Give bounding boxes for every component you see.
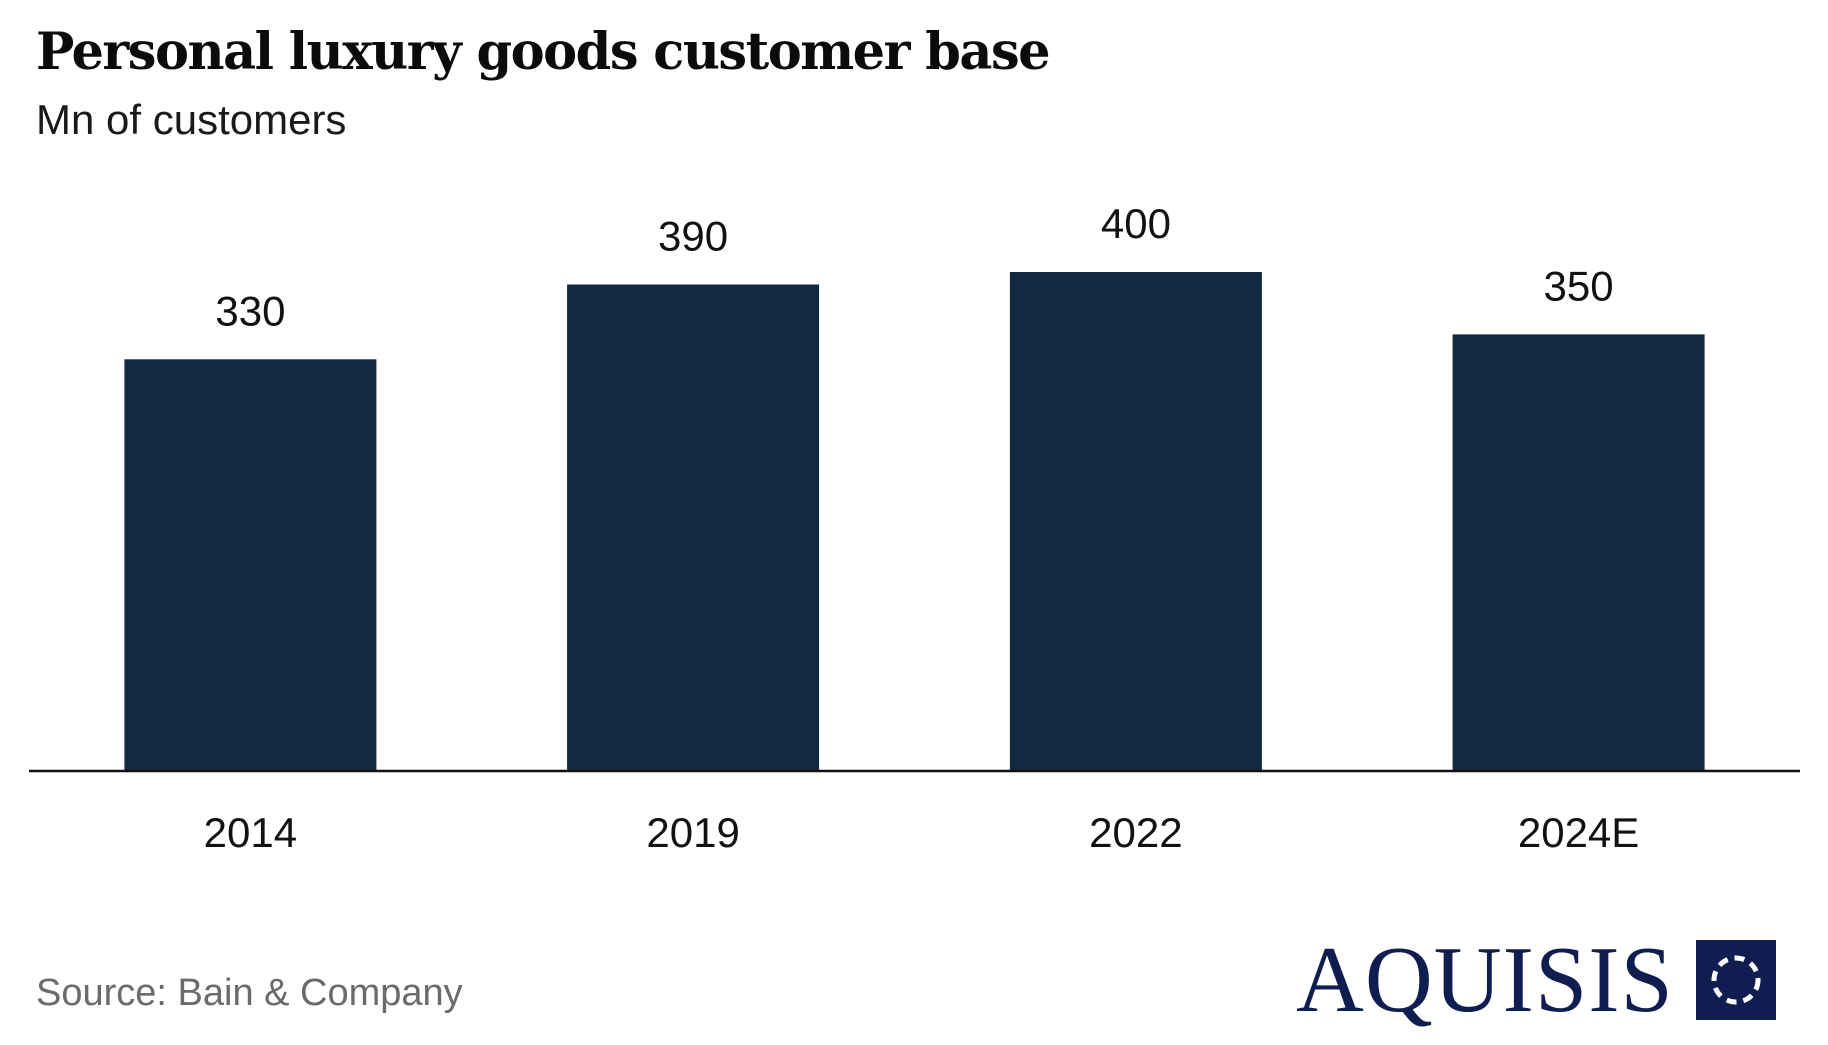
bar-2019 [567, 284, 820, 771]
bar-2022 [1009, 272, 1262, 771]
x-tick-label-2019: 2019 [646, 809, 739, 856]
brand-logo: AQUISIS [1296, 930, 1776, 1030]
value-label-2014: 330 [215, 287, 285, 334]
bar-2024e [1452, 334, 1705, 771]
x-tick-label-2014: 2014 [204, 809, 297, 856]
x-tick-label-2022: 2022 [1089, 809, 1182, 856]
value-labels-group: 330 390 400 350 [215, 200, 1613, 334]
x-tick-labels-group: 2014 2019 2022 2024E [204, 809, 1640, 856]
value-label-2019: 390 [658, 213, 728, 260]
bars-group [124, 272, 1705, 771]
logo-wordmark: AQUISIS [1296, 928, 1674, 1032]
source-note: Source: Bain & Company [36, 972, 463, 1014]
x-tick-label-2024e: 2024E [1518, 809, 1639, 856]
value-label-2022: 400 [1101, 200, 1171, 247]
logo-mark-icon [1695, 940, 1776, 1020]
chart-title: Personal luxury goods customer base [36, 22, 1051, 82]
value-label-2024e: 350 [1544, 262, 1614, 309]
bar-2014 [124, 359, 377, 771]
chart-subtitle: Mn of customers [36, 96, 347, 143]
